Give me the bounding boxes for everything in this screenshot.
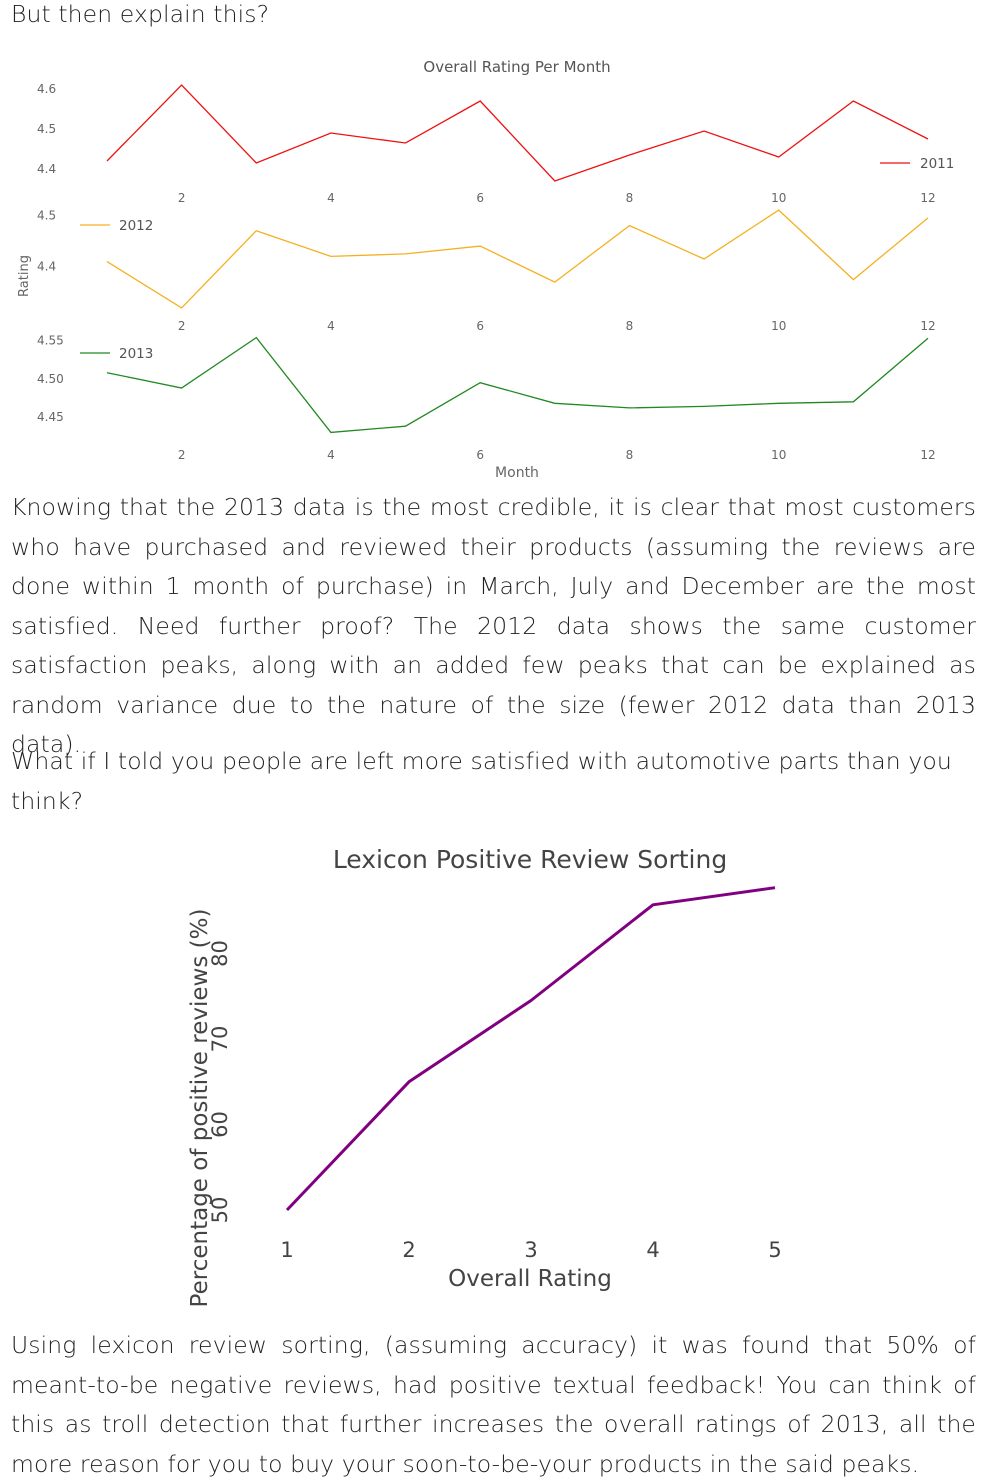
legend-label-2013: 2013: [119, 346, 153, 362]
chart1-ylabel: Rating: [17, 255, 32, 297]
x-tick-2013-12: 12: [920, 448, 935, 462]
x-tick-2013-8: 8: [626, 448, 634, 462]
y-tick-60: 60: [208, 1111, 232, 1138]
paragraph-question: What if I told you people are left more …: [11, 747, 952, 815]
lexicon-sorting-chart: Lexicon Positive Review Sorting Percenta…: [187, 845, 782, 1308]
x-tick-2012-2: 2: [178, 319, 186, 333]
x-tick-4: 4: [646, 1238, 659, 1262]
x-tick-2011-8: 8: [626, 191, 634, 205]
x-tick-2012-6: 6: [476, 319, 484, 333]
x-tick-5: 5: [768, 1238, 781, 1262]
y-tick-2013-1: 4.50: [37, 372, 64, 386]
series-line-2012: [106, 209, 929, 309]
legend-label-2012: 2012: [119, 218, 153, 234]
chart1-xlabel: Month: [495, 465, 539, 481]
x-tick-2011-12: 12: [920, 191, 935, 205]
x-tick-2011-4: 4: [327, 191, 335, 205]
y-tick-2012-1: 4.5: [37, 208, 56, 222]
x-tick-2013-4: 4: [327, 448, 335, 462]
x-tick-2012-8: 8: [626, 319, 634, 333]
series-line-2013: [106, 336, 929, 434]
x-tick-3: 3: [524, 1238, 537, 1262]
y-tick-80: 80: [208, 940, 232, 967]
x-tick-2011-2: 2: [178, 191, 186, 205]
x-tick-2011-10: 10: [771, 191, 786, 205]
series-line-2011: [106, 84, 929, 182]
legend-label-2011: 2011: [920, 156, 954, 172]
y-tick-70: 70: [208, 1026, 232, 1053]
x-tick-2: 2: [402, 1238, 415, 1262]
x-tick-2012-4: 4: [327, 319, 335, 333]
x-tick-2012-10: 10: [771, 319, 786, 333]
y-tick-2011-2: 4.6: [37, 82, 56, 96]
x-tick-2013-10: 10: [771, 448, 786, 462]
x-tick-2013-2: 2: [178, 448, 186, 462]
chart2-title: Lexicon Positive Review Sorting: [333, 845, 727, 874]
chart2-ylabel: Percentage of positive reviews (%): [187, 909, 213, 1308]
paragraph-lexicon: Using lexicon review sorting, (assuming …: [11, 1331, 976, 1478]
x-tick-2013-6: 6: [476, 448, 484, 462]
y-tick-2013-0: 4.45: [37, 410, 64, 424]
rating-per-month-chart: Overall Rating Per Month Rating Month 4.…: [17, 58, 954, 481]
series-line-positive: [285, 886, 776, 1212]
intro-text: But then explain this?: [11, 0, 270, 28]
x-tick-2011-6: 6: [476, 191, 484, 205]
x-tick-2012-12: 12: [920, 319, 935, 333]
y-tick-50: 50: [208, 1197, 232, 1224]
paragraph-credible: Knowing that the 2013 data is the most c…: [11, 493, 976, 758]
chart1-title: Overall Rating Per Month: [423, 58, 610, 76]
y-tick-2011-0: 4.4: [37, 162, 56, 176]
chart2-xlabel: Overall Rating: [448, 1266, 612, 1292]
y-tick-2013-2: 4.55: [37, 334, 64, 348]
x-tick-1: 1: [280, 1238, 293, 1262]
y-tick-2012-0: 4.4: [37, 260, 56, 274]
y-tick-2011-1: 4.5: [37, 122, 56, 136]
